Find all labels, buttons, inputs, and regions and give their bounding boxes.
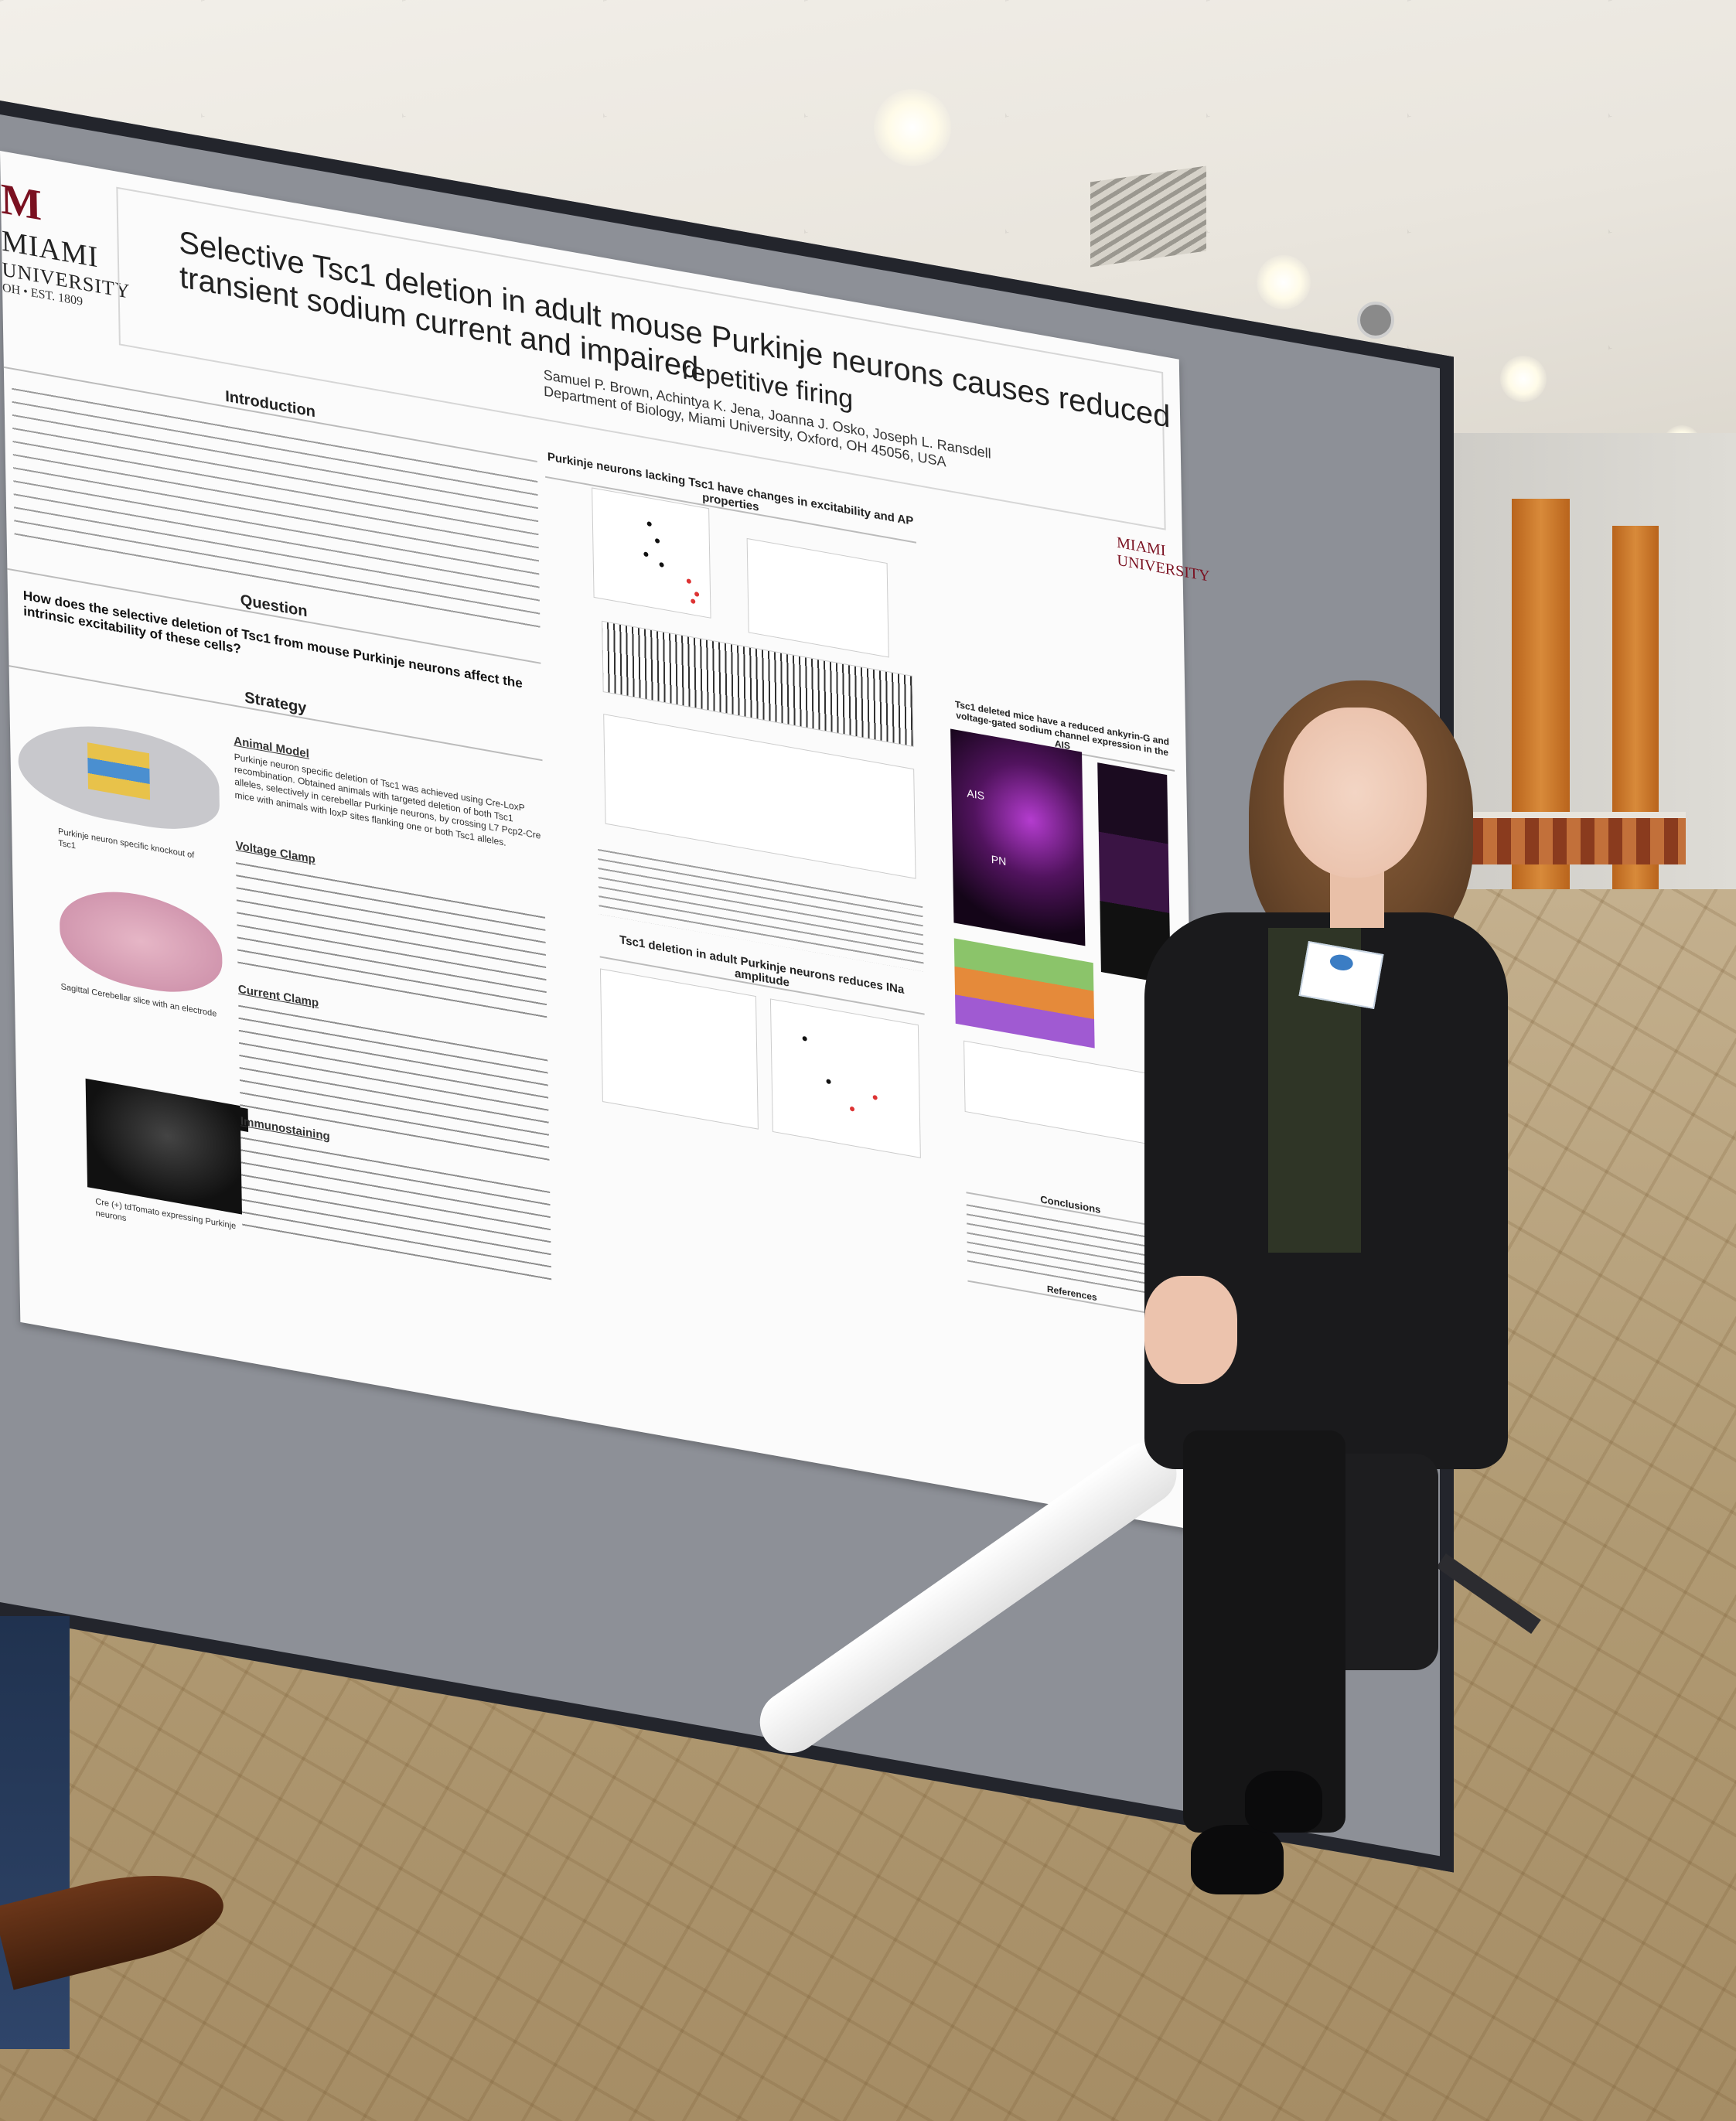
university-logo-small: MIAMI UNIVERSITY bbox=[1116, 534, 1210, 585]
iv-curve-figure bbox=[769, 998, 921, 1158]
university-logo: M MIAMI UNIVERSITY OH • EST. 1809 bbox=[1, 174, 131, 312]
pathway-diagram bbox=[953, 938, 1095, 1049]
iv-point bbox=[826, 1079, 831, 1085]
wall-shelf bbox=[1469, 812, 1686, 864]
scatter-point bbox=[686, 578, 691, 585]
scatter-point bbox=[646, 521, 652, 527]
current-trace-figure bbox=[599, 968, 759, 1130]
scatter-point bbox=[654, 537, 660, 544]
ceiling-light bbox=[1257, 255, 1311, 309]
security-camera bbox=[1357, 302, 1394, 339]
person-hands bbox=[1144, 1276, 1237, 1384]
current-clamp-body bbox=[238, 998, 550, 1162]
introduction-body bbox=[12, 380, 541, 629]
ceiling-light bbox=[874, 89, 951, 166]
person-face bbox=[1284, 708, 1427, 878]
iv-point bbox=[872, 1094, 878, 1100]
fluorescence-image bbox=[950, 728, 1086, 946]
histogram-figure bbox=[963, 1040, 1168, 1148]
ceiling-light bbox=[1500, 356, 1547, 402]
scatter-point bbox=[694, 591, 700, 598]
iv-point bbox=[850, 1106, 855, 1112]
shoe bbox=[1191, 1825, 1284, 1894]
shoe bbox=[1245, 1771, 1322, 1833]
research-poster: M MIAMI UNIVERSITY OH • EST. 1809 Select… bbox=[0, 151, 1210, 1531]
ais-label: AIS bbox=[967, 786, 985, 803]
pn-label: PN bbox=[991, 852, 1007, 868]
mouse-caption: Purkinje neuron specific knockout of Tsc… bbox=[58, 827, 195, 861]
person-legs bbox=[1183, 1430, 1345, 1833]
scatter-point bbox=[643, 551, 649, 558]
animal-model-text: Purkinje neuron specific deletion of Tsc… bbox=[234, 751, 541, 848]
confocal-image bbox=[85, 1078, 250, 1216]
scatter-point bbox=[659, 561, 664, 568]
scatter-figure bbox=[592, 487, 711, 619]
brain-slice-illustration bbox=[59, 880, 223, 1003]
ceiling-vent bbox=[1090, 165, 1206, 268]
iv-point bbox=[802, 1035, 807, 1042]
badge-logo bbox=[1328, 953, 1355, 973]
scatter-point bbox=[691, 598, 696, 605]
line-figure bbox=[746, 537, 889, 658]
